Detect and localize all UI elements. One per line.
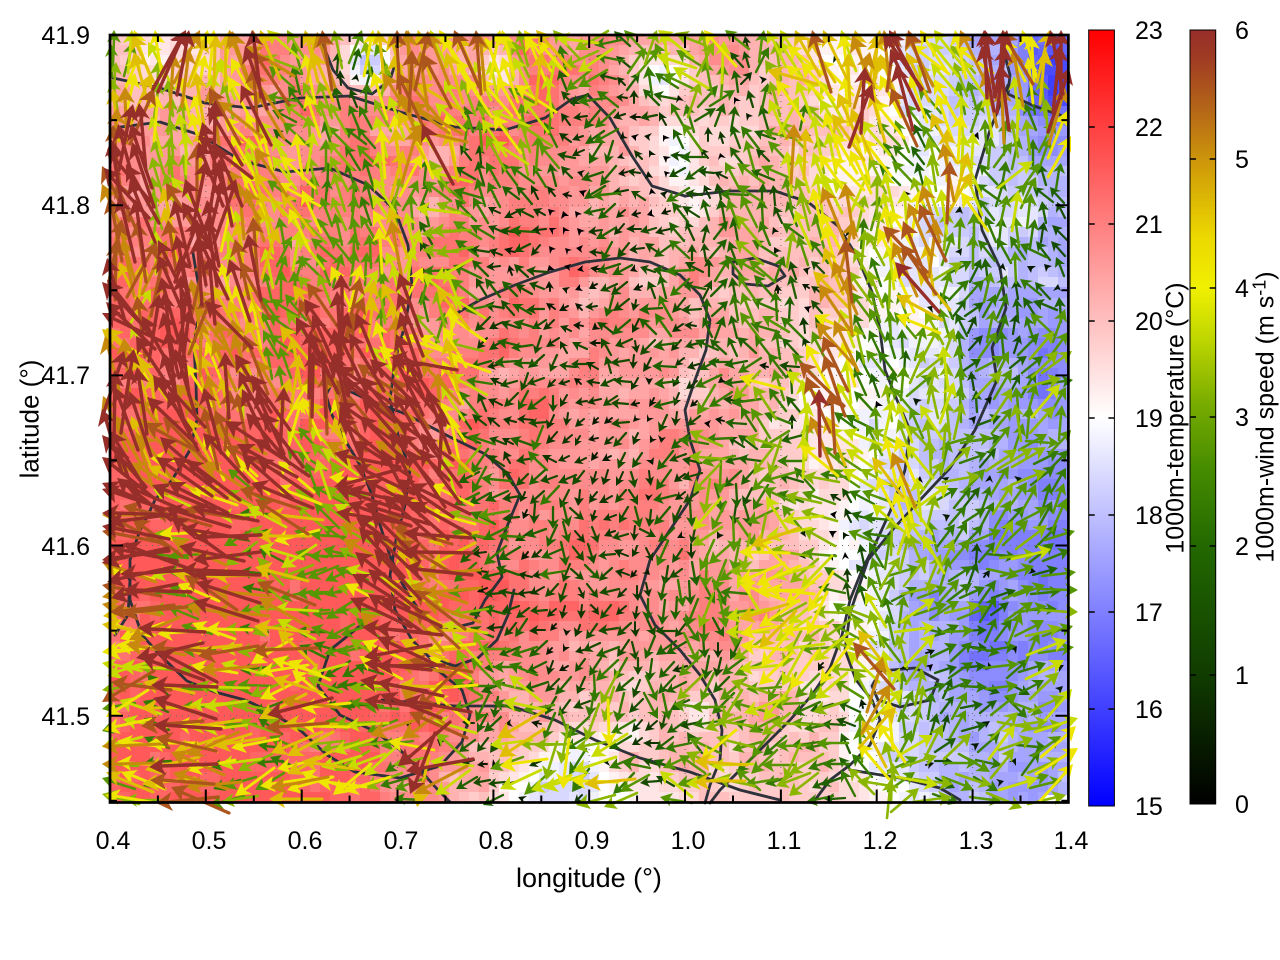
svg-text:1.1: 1.1 [767,827,802,855]
svg-text:1.0: 1.0 [671,827,706,855]
svg-text:17: 17 [1135,599,1163,627]
svg-text:longitude (°): longitude (°) [516,863,662,893]
svg-text:1.4: 1.4 [1054,827,1089,855]
svg-text:21: 21 [1135,211,1163,239]
svg-text:0.8: 0.8 [479,827,514,855]
svg-text:5: 5 [1235,146,1249,174]
svg-text:1.2: 1.2 [863,827,898,855]
svg-text:41.5: 41.5 [41,703,90,731]
svg-text:latitude (°): latitude (°) [15,360,45,479]
svg-text:41.7: 41.7 [41,362,90,390]
svg-text:20: 20 [1135,308,1163,336]
svg-text:0.9: 0.9 [575,827,610,855]
svg-text:3: 3 [1235,404,1249,432]
svg-text:1: 1 [1235,662,1249,690]
svg-text:6: 6 [1235,17,1249,45]
svg-text:19: 19 [1135,405,1163,433]
svg-text:41.6: 41.6 [41,533,90,561]
svg-text:41.9: 41.9 [41,22,90,50]
svg-text:1.3: 1.3 [959,827,994,855]
svg-text:22: 22 [1135,114,1163,142]
svg-text:16: 16 [1135,696,1163,724]
svg-text:0.4: 0.4 [96,827,131,855]
svg-text:0.7: 0.7 [384,827,419,855]
svg-text:0: 0 [1235,791,1249,819]
svg-text:1000m-wind speed (m s-1): 1000m-wind speed (m s-1) [1250,271,1280,562]
svg-text:0.6: 0.6 [288,827,323,855]
svg-text:1000m-temperature (°C): 1000m-temperature (°C) [1162,282,1190,553]
svg-text:41.8: 41.8 [41,192,90,220]
svg-text:2: 2 [1235,533,1249,561]
svg-text:18: 18 [1135,502,1163,530]
svg-text:0.5: 0.5 [192,827,227,855]
svg-text:23: 23 [1135,17,1163,45]
svg-text:15: 15 [1135,793,1163,821]
svg-text:4: 4 [1235,275,1249,303]
